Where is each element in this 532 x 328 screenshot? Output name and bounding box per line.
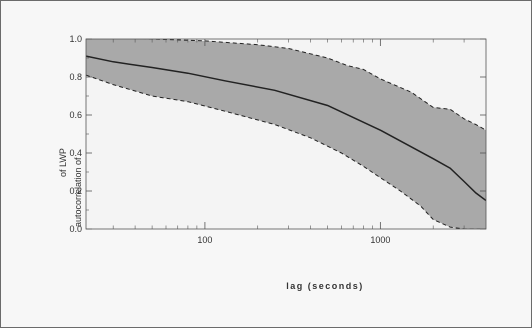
y-tick-label: 0.6 [69, 110, 82, 120]
ticks-layer: 0.0 0.2 0.4 0.6 0.8 1.0 100 1000 [69, 34, 486, 245]
x-tick-label: 1000 [370, 235, 390, 245]
y-tick-label: 0.8 [69, 72, 82, 82]
x-tick-label: 100 [197, 235, 212, 245]
upper-bound-line [143, 39, 486, 131]
mean-line [86, 55, 486, 202]
y-tick-label: 1.0 [69, 34, 82, 44]
uncertainty-band [86, 39, 486, 229]
y-tick-label: 0.0 [69, 224, 82, 234]
x-axis-label: lag (seconds) [286, 281, 364, 291]
lower-bound-line [86, 74, 486, 229]
ylabel-lwp: of LWP [58, 148, 68, 177]
ylabel-autocorrelation: autocorrelation of [73, 157, 83, 227]
y-tick-label: 0.2 [69, 186, 82, 196]
plot-layer [86, 39, 486, 229]
y-tick-label: 0.4 [69, 148, 82, 158]
